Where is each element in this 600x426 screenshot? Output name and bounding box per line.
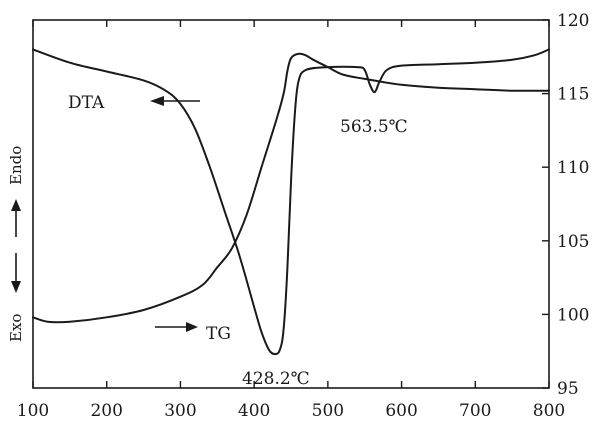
annotation-peak-563: 563.5℃ [340, 117, 408, 137]
y-tick-label: 120 [557, 11, 589, 31]
series-line-tg [32, 52, 550, 324]
x-axis: 100 200 300 400 500 600 700 800 [17, 20, 565, 421]
y-tick-label: 110 [557, 158, 589, 178]
y-tick-label: 115 [557, 85, 589, 105]
x-tick-label: 600 [385, 401, 417, 421]
y-tick-label: 95 [557, 379, 579, 399]
endo-label: Endo [7, 146, 25, 185]
annotation-dta: DTA [68, 93, 105, 113]
series-line-dta [32, 48, 550, 356]
x-tick-label: 500 [312, 401, 344, 421]
x-tick-label: 700 [459, 401, 491, 421]
x-tick-label: 300 [164, 401, 196, 421]
y-tick-label: 105 [557, 232, 589, 252]
x-tick-label: 800 [533, 401, 565, 421]
x-tick-label: 100 [17, 401, 49, 421]
plot-frame [32, 19, 550, 389]
annotation-peak-428: 428.2℃ [242, 369, 310, 389]
right-y-axis: 95 100 105 110 115 120 [542, 11, 589, 399]
exo-label: Exo [7, 314, 25, 342]
x-tick-label: 200 [90, 401, 122, 421]
tg-arrow-head [186, 322, 198, 332]
annotation-tg: TG [206, 324, 231, 344]
x-tick-label: 400 [238, 401, 270, 421]
y-tick-label: 100 [557, 305, 589, 325]
exo-arrow-head [11, 281, 21, 293]
dta-arrow-head [150, 96, 164, 106]
endo-arrow-head [11, 199, 21, 211]
